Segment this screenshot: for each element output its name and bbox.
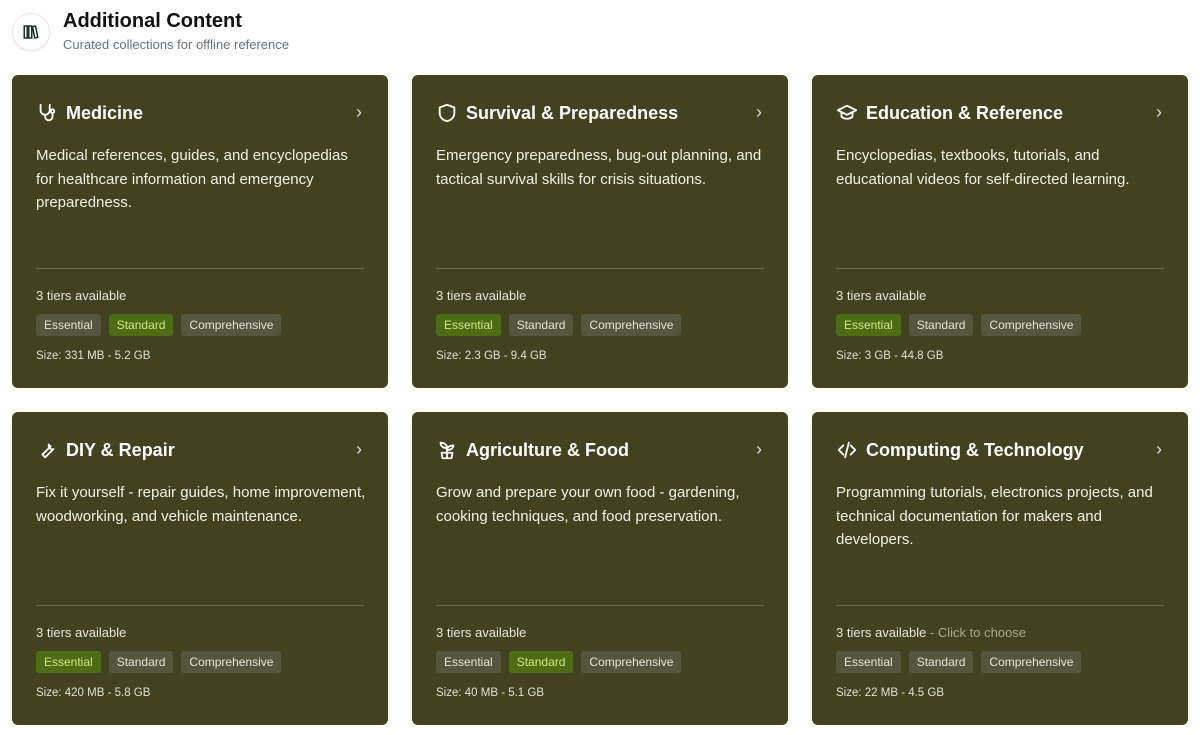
- wrench-icon: [41, 443, 55, 459]
- size-range: Size: 420 MB - 5.8 GB: [36, 687, 151, 699]
- tier-badge-standard[interactable]: Standard: [108, 314, 174, 336]
- chevron-right-icon[interactable]: ›: [1156, 102, 1162, 122]
- tiers-label: 3 tiers available - Click to choose: [836, 625, 1026, 640]
- card-title: Agriculture & Food: [436, 439, 629, 461]
- card-title-text: Agriculture & Food: [466, 439, 629, 460]
- card-description: Fix it yourself - repair guides, home im…: [36, 484, 366, 525]
- page-header: Additional Content Curated collections f…: [12, 10, 289, 52]
- divider: [36, 268, 364, 269]
- tiers-label: 3 tiers available: [436, 625, 526, 640]
- tier-badge-essential[interactable]: Essential: [36, 651, 101, 673]
- card-description: Medical references, guides, and encyclop…: [36, 147, 348, 211]
- tier-badge-comprehensive[interactable]: Comprehensive: [981, 651, 1082, 673]
- collection-card[interactable]: Computing & Technology › Programming tut…: [812, 412, 1188, 725]
- card-description: Encyclopedias, textbooks, tutorials, and…: [836, 147, 1130, 188]
- card-title-text: Survival & Preparedness: [466, 102, 679, 123]
- tier-badges: Essential Standard Comprehensive: [36, 651, 282, 673]
- page-subtitle: Curated collections for offline referenc…: [63, 37, 289, 52]
- collection-card[interactable]: Education & Reference › Encyclopedias, t…: [812, 75, 1188, 388]
- card-title: Computing & Technology: [836, 439, 1084, 461]
- sprout-icon: [439, 441, 455, 460]
- tier-badge-essential[interactable]: Essential: [836, 314, 901, 336]
- collection-card[interactable]: Survival & Preparedness › Emergency prep…: [412, 75, 788, 388]
- tier-badge-essential[interactable]: Essential: [36, 314, 101, 336]
- chevron-right-icon[interactable]: ›: [1156, 439, 1162, 459]
- library-books-icon: [12, 13, 50, 51]
- tier-badge-standard[interactable]: Standard: [908, 651, 974, 673]
- tier-badge-comprehensive[interactable]: Comprehensive: [581, 651, 682, 673]
- tiers-count: 3 tiers available: [836, 625, 927, 640]
- choose-hint: - Click to choose: [926, 625, 1027, 640]
- tiers-count: 3 tiers available: [436, 288, 527, 303]
- tiers-count: 3 tiers available: [436, 625, 527, 640]
- tiers-count: 3 tiers available: [36, 288, 127, 303]
- tier-badge-standard[interactable]: Standard: [508, 651, 574, 673]
- tier-badges: Essential Standard Comprehensive: [36, 314, 282, 336]
- collection-card[interactable]: Medicine › Medical references, guides, a…: [12, 75, 388, 388]
- tier-badges: Essential Standard Comprehensive: [436, 314, 682, 336]
- divider: [436, 268, 764, 269]
- size-range: Size: 22 MB - 4.5 GB: [836, 687, 945, 699]
- tier-badge-essential[interactable]: Essential: [836, 651, 901, 673]
- card-description: Grow and prepare your own food - gardeni…: [436, 484, 740, 525]
- card-title-text: Education & Reference: [866, 102, 1064, 123]
- card-description: Emergency preparedness, bug-out planning…: [436, 147, 762, 188]
- divider: [36, 605, 364, 606]
- tier-badges: Essential Standard Comprehensive: [836, 314, 1082, 336]
- tier-badge-standard[interactable]: Standard: [508, 314, 574, 336]
- collection-grid: Medicine › Medical references, guides, a…: [12, 75, 1188, 725]
- tiers-count: 3 tiers available: [836, 288, 927, 303]
- tier-badges: Essential Standard Comprehensive: [836, 651, 1082, 673]
- size-range: Size: 331 MB - 5.2 GB: [36, 350, 151, 362]
- graduation-cap-icon: [836, 104, 858, 120]
- tier-badge-comprehensive[interactable]: Comprehensive: [181, 651, 282, 673]
- code-icon: [837, 441, 857, 459]
- page-title: Additional Content: [63, 10, 242, 32]
- card-title-text: DIY & Repair: [66, 439, 175, 460]
- tier-badge-comprehensive[interactable]: Comprehensive: [581, 314, 682, 336]
- chevron-right-icon[interactable]: ›: [356, 439, 362, 459]
- tiers-label: 3 tiers available: [436, 288, 526, 303]
- tier-badge-comprehensive[interactable]: Comprehensive: [181, 314, 282, 336]
- stethoscope-icon: [39, 103, 56, 122]
- size-range: Size: 3 GB - 44.8 GB: [836, 350, 944, 362]
- tiers-label: 3 tiers available: [36, 288, 126, 303]
- card-title: DIY & Repair: [36, 439, 175, 461]
- card-description: Programming tutorials, electronics proje…: [836, 484, 1153, 548]
- tier-badge-comprehensive[interactable]: Comprehensive: [981, 314, 1082, 336]
- divider: [836, 268, 1164, 269]
- divider: [836, 605, 1164, 606]
- tiers-count: 3 tiers available: [36, 625, 127, 640]
- tiers-label: 3 tiers available: [36, 625, 126, 640]
- card-title: Medicine: [36, 102, 143, 124]
- collection-card[interactable]: DIY & Repair › Fix it yourself - repair …: [12, 412, 388, 725]
- tier-badge-standard[interactable]: Standard: [108, 651, 174, 673]
- tiers-label: 3 tiers available: [836, 288, 926, 303]
- tier-badges: Essential Standard Comprehensive: [436, 651, 682, 673]
- collection-card[interactable]: Agriculture & Food › Grow and prepare yo…: [412, 412, 788, 725]
- chevron-right-icon[interactable]: ›: [756, 102, 762, 122]
- shield-icon: [438, 103, 456, 123]
- card-title: Education & Reference: [836, 102, 1063, 124]
- size-range: Size: 40 MB - 5.1 GB: [436, 687, 545, 699]
- size-range: Size: 2.3 GB - 9.4 GB: [436, 350, 547, 362]
- card-title: Survival & Preparedness: [436, 102, 678, 124]
- divider: [436, 605, 764, 606]
- tier-badge-essential[interactable]: Essential: [436, 314, 501, 336]
- chevron-right-icon[interactable]: ›: [756, 439, 762, 459]
- card-title-text: Computing & Technology: [866, 439, 1084, 460]
- tier-badge-standard[interactable]: Standard: [908, 314, 974, 336]
- chevron-right-icon[interactable]: ›: [356, 102, 362, 122]
- tier-badge-essential[interactable]: Essential: [436, 651, 501, 673]
- card-title-text: Medicine: [66, 102, 144, 123]
